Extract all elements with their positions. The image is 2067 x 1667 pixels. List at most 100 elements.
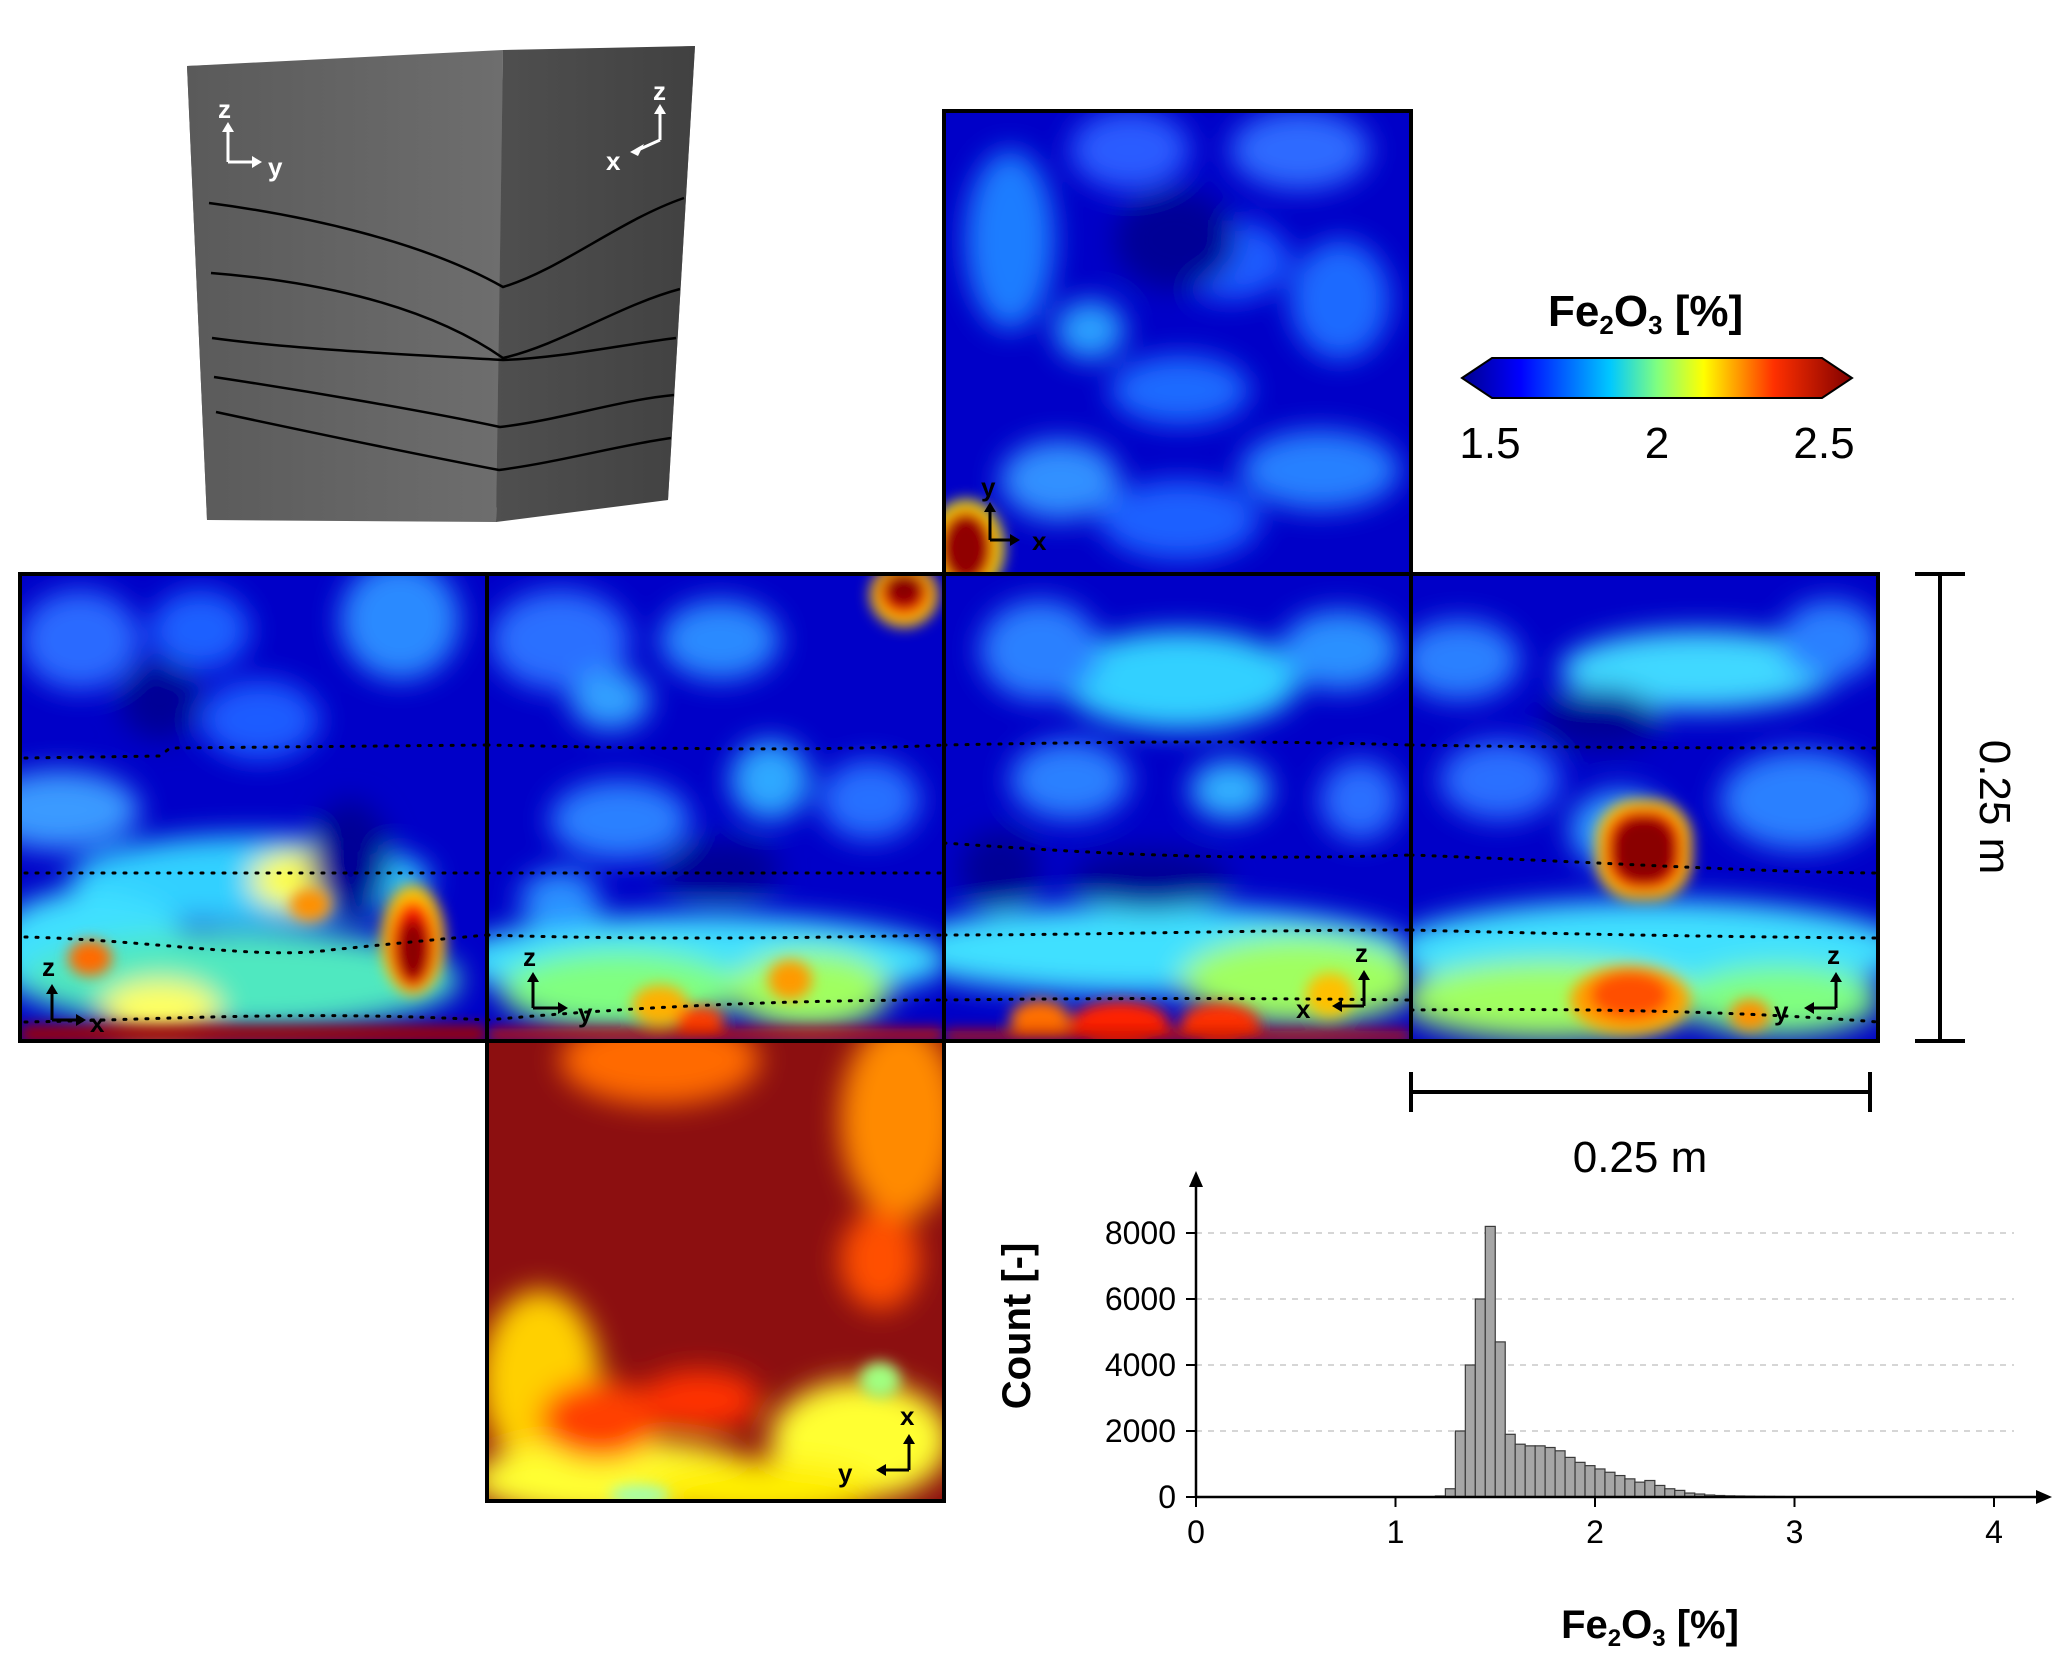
- photo-axis-label-y: y: [268, 152, 283, 182]
- histogram-bar: [1494, 1341, 1506, 1498]
- layer-boundary: [485, 933, 946, 940]
- photo-right-side: [496, 46, 695, 522]
- colorbar-tick: 2: [1645, 419, 1669, 468]
- histogram-grid: [1196, 1232, 2014, 1432]
- histogram-x-label: Fe2O3 [%]: [1561, 1603, 1739, 1652]
- colorbar-ramp: [1460, 357, 1854, 399]
- axis-label: x: [900, 1401, 915, 1431]
- colorbar-tick: 1.5: [1459, 419, 1520, 468]
- face-back-border: [1409, 572, 1880, 1043]
- histogram-x-tick-label: 2: [1586, 1514, 1604, 1550]
- histogram-bar: [1544, 1446, 1556, 1498]
- photo-layer-line: [213, 375, 675, 429]
- histogram-y-arrow: [1189, 1171, 1203, 1187]
- heatmap-face-top: y x: [942, 109, 1413, 576]
- photo-axis-label-x: x: [606, 146, 621, 176]
- histogram-bar: [1504, 1433, 1516, 1498]
- axis-label: z: [1827, 940, 1840, 970]
- scale-bar-vertical-label: 0.25 m: [1970, 740, 2019, 875]
- face-left-axes: z x: [42, 952, 105, 1038]
- heatmap-face-left: z x: [18, 572, 489, 1043]
- photo-axis-label-z: z: [653, 76, 666, 106]
- scale-bar-horizontal-label: 0.25 m: [1573, 1133, 1708, 1182]
- heatmap-face-right: z x: [942, 572, 1413, 1043]
- photo-axis-label-z: z: [218, 94, 231, 124]
- histogram-x-tick-label: 3: [1786, 1514, 1804, 1550]
- layer-boundary: [1409, 743, 1880, 750]
- photo-axes-right: z x: [606, 76, 666, 176]
- histogram-bar: [1474, 1298, 1486, 1498]
- face-front-axes: z y: [523, 942, 593, 1028]
- histogram-y-tick-label: 0: [1158, 1479, 1176, 1515]
- layer-boundary: [23, 933, 489, 955]
- histogram-bars: [1434, 1225, 1995, 1499]
- histogram-x-tick-label: 1: [1387, 1514, 1405, 1550]
- colorbar-tick: 2.5: [1793, 419, 1854, 468]
- axis-label: x: [1032, 526, 1047, 556]
- sample-photo: z y z x: [187, 46, 695, 522]
- axis-label: z: [1355, 938, 1368, 968]
- histogram: 0 1 2 3 4 0 2000 4000 6000 8000 Fe2O3 [%] Count …: [995, 1171, 2052, 1652]
- face-back-axes: z y: [1774, 940, 1842, 1026]
- histogram-bar: [1464, 1364, 1476, 1498]
- layer-boundary: [23, 1014, 489, 1024]
- photo-axes-left: z y: [218, 94, 283, 182]
- scale-bar-horizontal: 0.25 m: [1409, 1072, 1872, 1182]
- histogram-bar: [1594, 1468, 1606, 1498]
- axis-label: z: [42, 952, 55, 982]
- histogram-x-arrow: [2036, 1490, 2052, 1504]
- histogram-bar: [1644, 1479, 1656, 1498]
- heatmap-face-back: z y: [1409, 572, 1880, 1043]
- layer-boundary: [942, 841, 1413, 859]
- histogram-bar: [1454, 1430, 1466, 1498]
- histogram-y-label: Count [-]: [995, 1243, 1039, 1410]
- histogram-bar: [1534, 1445, 1546, 1498]
- histogram-bar: [1524, 1445, 1536, 1498]
- layer-boundary: [942, 997, 1413, 1002]
- histogram-bar: [1614, 1474, 1626, 1498]
- histogram-bar: [1554, 1450, 1566, 1498]
- histogram-bar: [1574, 1461, 1586, 1498]
- histogram-bar: [1484, 1225, 1496, 1498]
- histogram-x-tick-label: 0: [1187, 1514, 1205, 1550]
- photo-front-side: [187, 50, 503, 522]
- axis-label: x: [1296, 994, 1311, 1024]
- histogram-x-ticks: 0 1 2 3 4: [1187, 1497, 2003, 1550]
- photo-layer-line: [211, 336, 677, 362]
- photo-layer-line: [208, 196, 685, 289]
- histogram-y-tick-label: 6000: [1105, 1281, 1176, 1317]
- histogram-bar: [1584, 1465, 1596, 1498]
- layer-boundary: [1409, 1008, 1880, 1024]
- axis-label: y: [838, 1458, 853, 1488]
- axis-label: y: [981, 472, 996, 502]
- histogram-bar: [1654, 1484, 1666, 1498]
- histogram-axes: [1189, 1171, 2052, 1504]
- heatmap-face-front: z y: [485, 572, 946, 1043]
- colorbar-title: Fe2O3 [%]: [1548, 287, 1743, 340]
- layer-boundary: [485, 998, 946, 1022]
- axis-label: x: [90, 1008, 105, 1038]
- face-right-axes: z x: [1296, 938, 1370, 1024]
- face-bottom-border: [485, 1039, 946, 1503]
- histogram-y-tick-label: 4000: [1105, 1347, 1176, 1383]
- histogram-bar: [1634, 1481, 1646, 1498]
- histogram-y-ticks: 0 2000 4000 6000 8000: [1105, 1215, 1196, 1515]
- histogram-bar: [1624, 1478, 1636, 1498]
- colorbar: Fe2O3 [%] 1.5 2 2.5: [1459, 287, 1854, 468]
- photo-layer-line: [215, 410, 672, 472]
- layer-boundary: [1409, 928, 1880, 940]
- axis-label: y: [578, 998, 593, 1028]
- histogram-y-tick-label: 2000: [1105, 1413, 1176, 1449]
- layer-boundary: [23, 743, 489, 760]
- histogram-bar: [1564, 1456, 1576, 1498]
- photo-layer-line: [210, 271, 681, 360]
- layer-boundary: [942, 740, 1413, 747]
- layer-boundary: [485, 743, 946, 751]
- axis-label: z: [523, 942, 536, 972]
- histogram-bar: [1604, 1471, 1616, 1498]
- scale-bar-vertical: 0.25 m: [1915, 572, 2019, 1043]
- layer-boundary: [942, 928, 1413, 937]
- histogram-bar: [1514, 1443, 1526, 1498]
- face-bottom-axes: x y: [838, 1401, 915, 1488]
